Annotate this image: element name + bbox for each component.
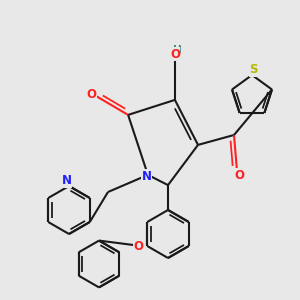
Text: O: O <box>234 169 244 182</box>
Text: H: H <box>173 45 182 56</box>
Text: N: N <box>141 170 152 183</box>
Text: N: N <box>61 174 72 187</box>
Text: O: O <box>86 88 97 101</box>
Text: O: O <box>134 239 144 253</box>
Text: O: O <box>170 47 180 61</box>
Text: S: S <box>249 63 258 76</box>
